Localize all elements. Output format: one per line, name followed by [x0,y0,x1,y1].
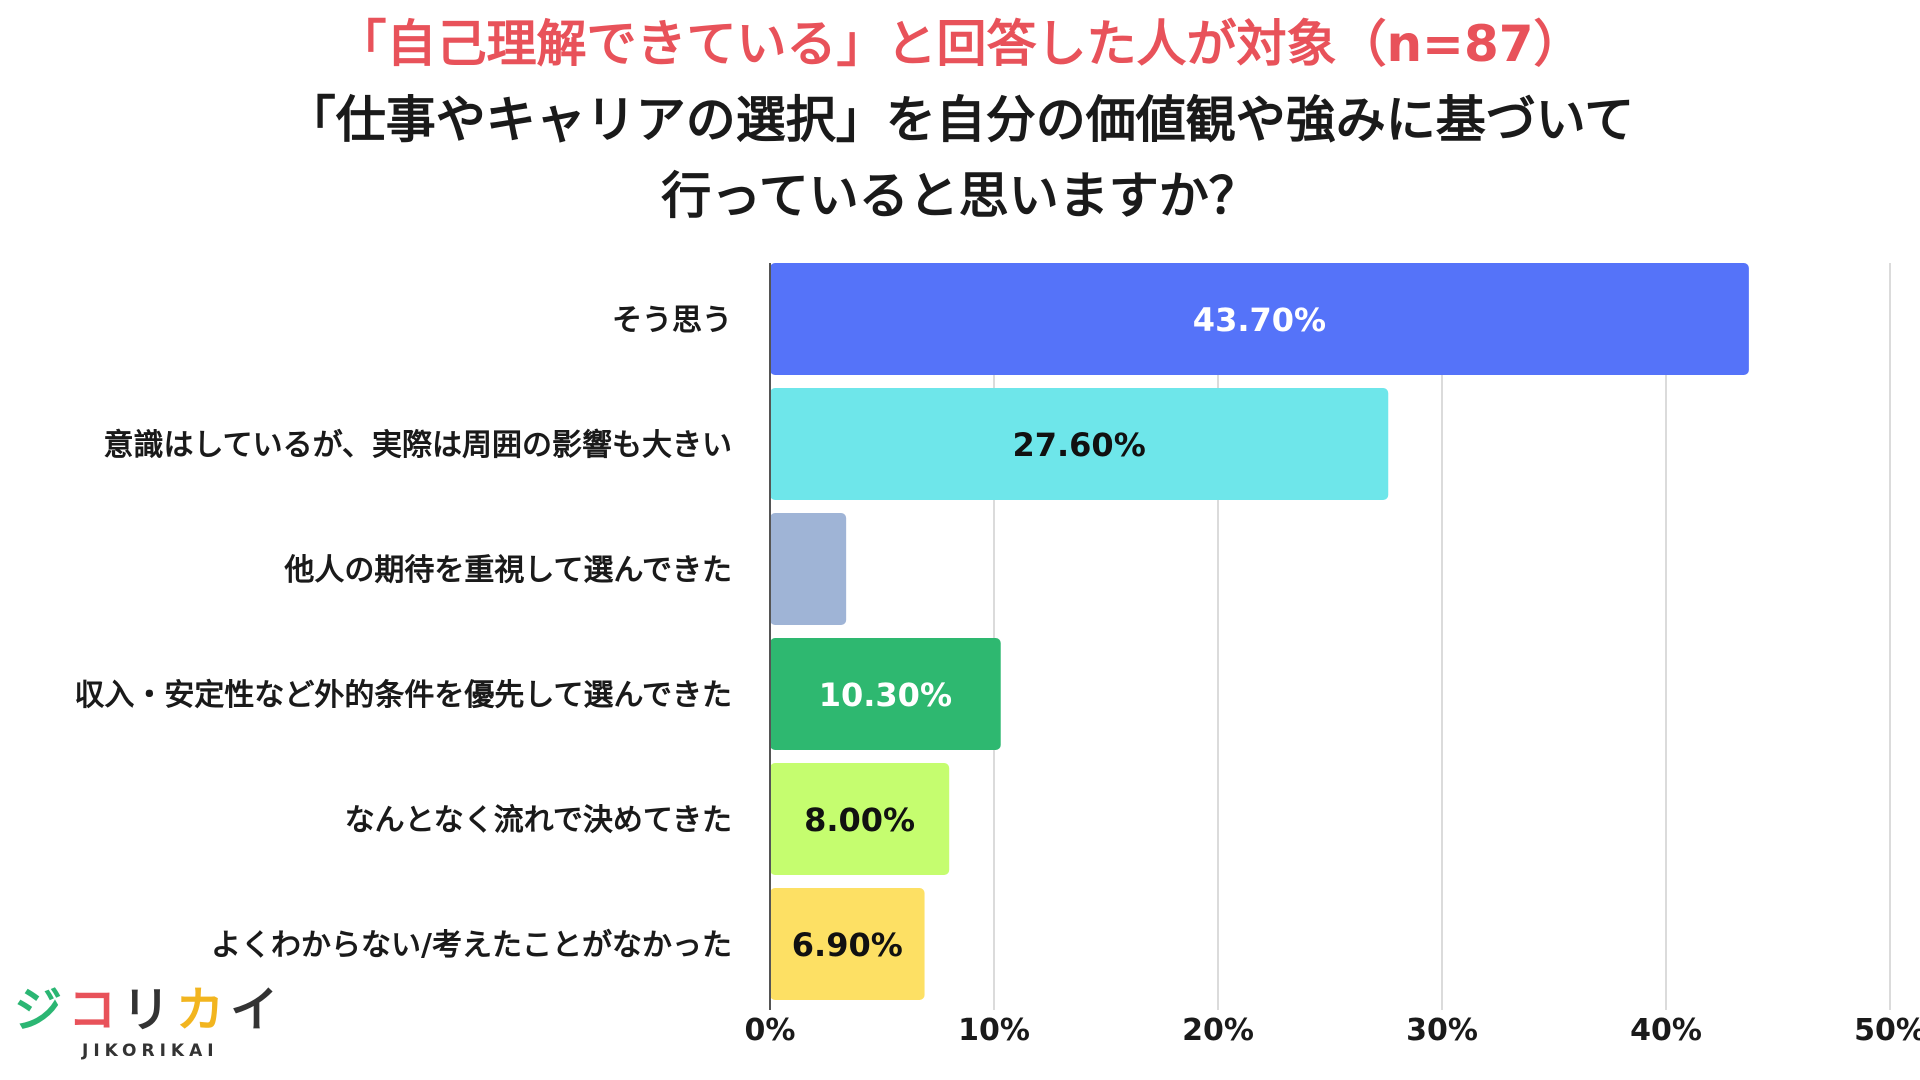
logo-subtitle: JIKORIKAI [82,1041,219,1061]
title-question-line2: 行っていると思いますか？ [661,167,1259,225]
x-tick-label: 30% [1406,1013,1478,1048]
title-target-line: 「自己理解できている」と回答した人が対象（n=87） [336,15,1584,73]
value-label: 43.70% [1193,301,1326,339]
logo-char: イ [230,982,285,1038]
bar [770,388,1389,500]
x-tick-label: 50% [1854,1013,1920,1048]
category-label: よくわからない/考えたことがなかった [211,928,732,963]
jikorikai-logo: ジコリカイ JIKORIKAI [14,980,294,1070]
value-label: 10.30% [819,676,952,714]
bar [770,263,1749,375]
bar [770,638,1001,750]
x-tick-label: 40% [1630,1013,1702,1048]
bar [770,513,847,625]
chart-title: 「自己理解できている」と回答した人が対象（n=87） 「仕事やキャリアの選択」を… [0,6,1920,234]
x-tick-label: 0% [745,1013,796,1048]
category-label: 意識はしているが、実際は周囲の影響も大きい [104,428,733,463]
value-label: 27.60% [1012,426,1145,464]
value-label: 8.00% [804,801,915,839]
category-label: 収入・安定性など外的条件を優先して選んできた [74,678,732,713]
value-label: 6.90% [792,926,903,964]
logo-char: コ [68,982,123,1038]
bar [770,763,950,875]
bar [770,888,925,1000]
x-tick-label: 20% [1182,1013,1254,1048]
logo-wordmark: ジコリカイ [14,980,294,1040]
title-question-line1: 「仕事やキャリアの選択」を自分の価値観や強みに基づいて [285,91,1635,149]
x-tick-label: 10% [958,1013,1030,1048]
category-label: そう思う [612,303,732,338]
logo-char: リ [122,982,177,1038]
category-label: なんとなく流れで決めてきた [345,803,732,838]
category-label: 他人の期待を重視して選んできた [283,553,732,588]
logo-char: ジ [14,982,69,1038]
logo-char: カ [176,982,231,1038]
